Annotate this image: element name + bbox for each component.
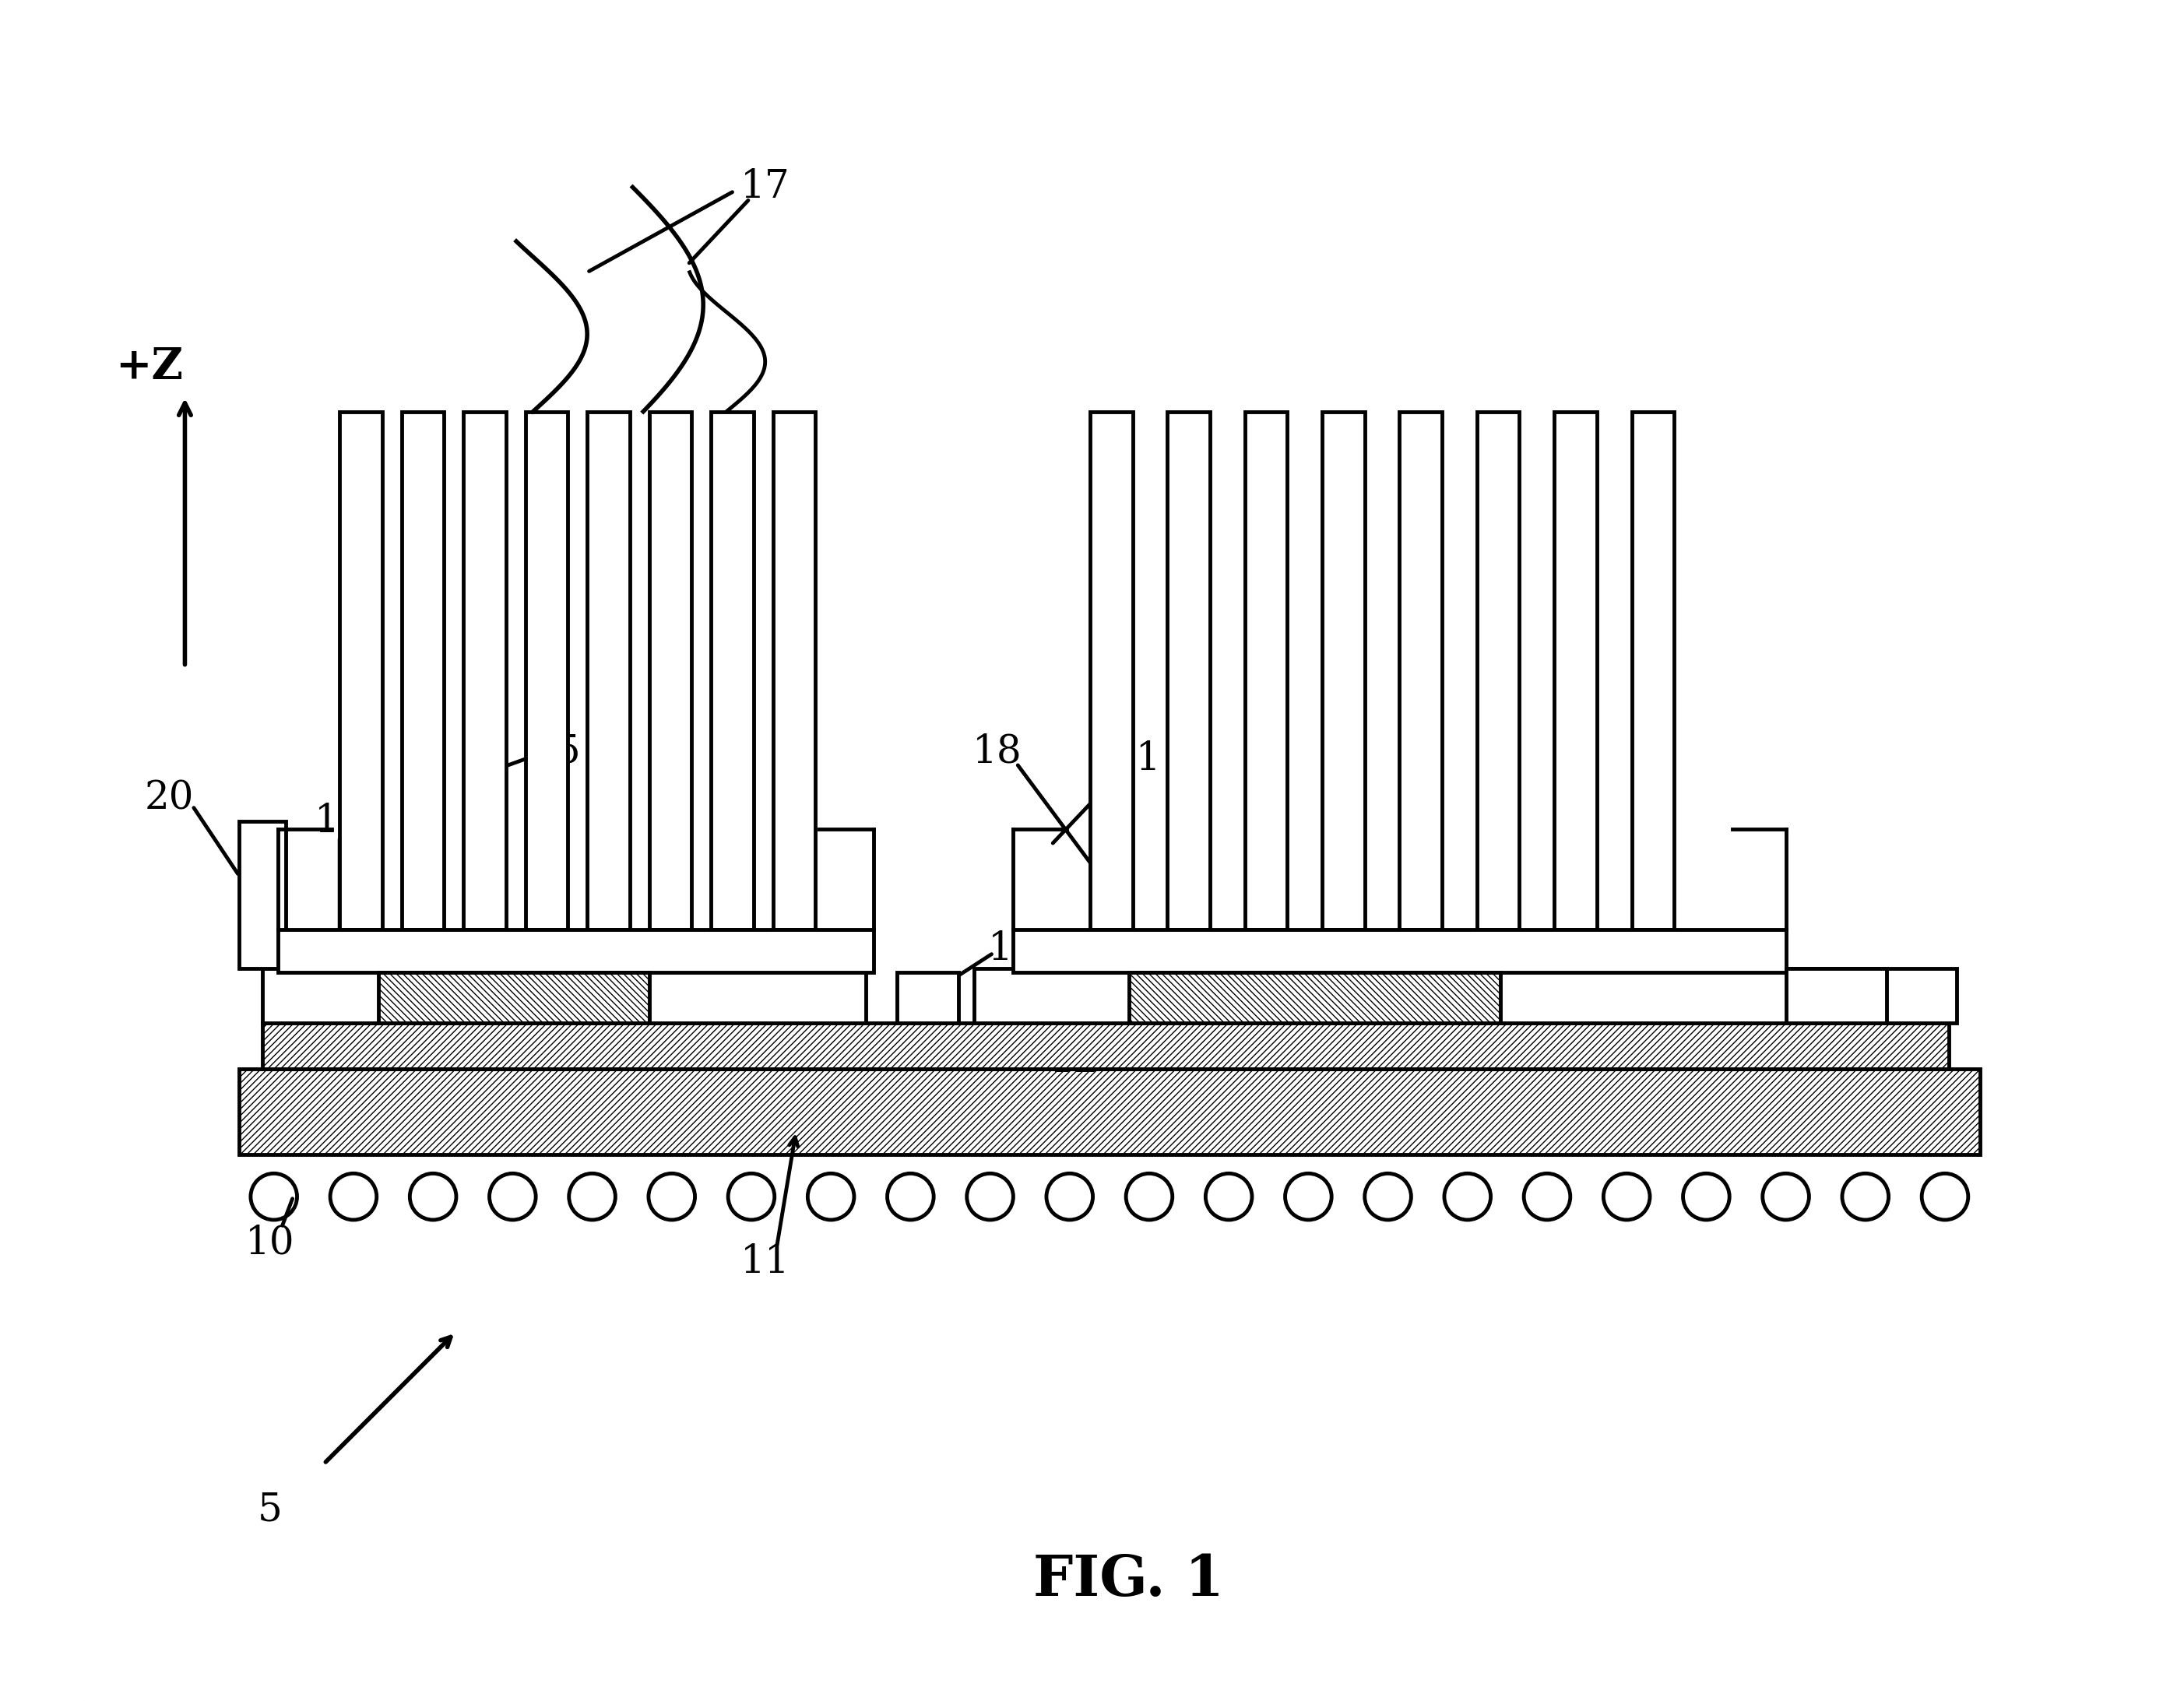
Circle shape <box>570 1174 616 1220</box>
Bar <box>1476 412 1520 930</box>
Circle shape <box>1524 1174 1570 1220</box>
Bar <box>1245 412 1286 930</box>
Bar <box>1321 412 1365 930</box>
Text: 14: 14 <box>314 803 365 840</box>
Bar <box>378 973 649 1022</box>
Text: 10: 10 <box>245 1223 295 1262</box>
Text: 11: 11 <box>740 1243 791 1281</box>
Bar <box>1013 930 1787 973</box>
Circle shape <box>411 1174 456 1220</box>
Circle shape <box>251 1174 297 1220</box>
Bar <box>463 412 507 930</box>
Bar <box>1400 412 1441 930</box>
Text: 5: 5 <box>258 1490 282 1529</box>
Circle shape <box>727 1174 775 1220</box>
Circle shape <box>1365 1174 1411 1220</box>
Text: +Z: +Z <box>116 345 183 388</box>
Circle shape <box>1206 1174 1251 1220</box>
Bar <box>1168 412 1210 930</box>
Bar <box>238 822 286 968</box>
Bar <box>1129 973 1500 1022</box>
Circle shape <box>489 1174 535 1220</box>
Bar <box>587 412 629 930</box>
Circle shape <box>1046 1174 1092 1220</box>
Circle shape <box>1684 1174 1730 1220</box>
Bar <box>712 412 753 930</box>
Circle shape <box>808 1174 854 1220</box>
Circle shape <box>887 1174 935 1220</box>
Bar <box>341 412 382 930</box>
Bar <box>898 973 959 1022</box>
Circle shape <box>1762 1174 1808 1220</box>
Text: 21: 21 <box>1112 740 1162 779</box>
Bar <box>262 1022 1948 1068</box>
Bar <box>773 412 815 930</box>
Bar <box>1631 412 1675 930</box>
Bar <box>238 1068 1979 1153</box>
Bar <box>1787 968 1887 1022</box>
Text: 15: 15 <box>531 733 581 771</box>
Circle shape <box>1284 1174 1332 1220</box>
Bar <box>1129 973 1500 1022</box>
Bar <box>262 1022 1948 1068</box>
Text: FIG. 1: FIG. 1 <box>1033 1551 1223 1607</box>
Circle shape <box>649 1174 695 1220</box>
Text: 18: 18 <box>972 733 1022 771</box>
Bar <box>526 412 568 930</box>
Circle shape <box>1841 1174 1889 1220</box>
Circle shape <box>968 1174 1013 1220</box>
Bar <box>402 412 443 930</box>
Bar <box>262 968 865 1022</box>
Circle shape <box>1922 1174 1968 1220</box>
Bar <box>378 973 649 1022</box>
Bar <box>649 412 692 930</box>
Text: 17: 17 <box>740 168 791 206</box>
Circle shape <box>1603 1174 1649 1220</box>
Circle shape <box>1444 1174 1492 1220</box>
Text: 12: 12 <box>1051 1043 1099 1080</box>
Bar <box>974 968 1957 1022</box>
Bar <box>1555 412 1597 930</box>
Text: 16: 16 <box>314 941 365 980</box>
Bar <box>277 930 874 973</box>
Bar <box>1090 412 1133 930</box>
Text: 20: 20 <box>144 779 194 818</box>
Circle shape <box>1127 1174 1173 1220</box>
Text: 13: 13 <box>987 930 1037 968</box>
Circle shape <box>330 1174 376 1220</box>
Bar <box>238 1068 1979 1153</box>
